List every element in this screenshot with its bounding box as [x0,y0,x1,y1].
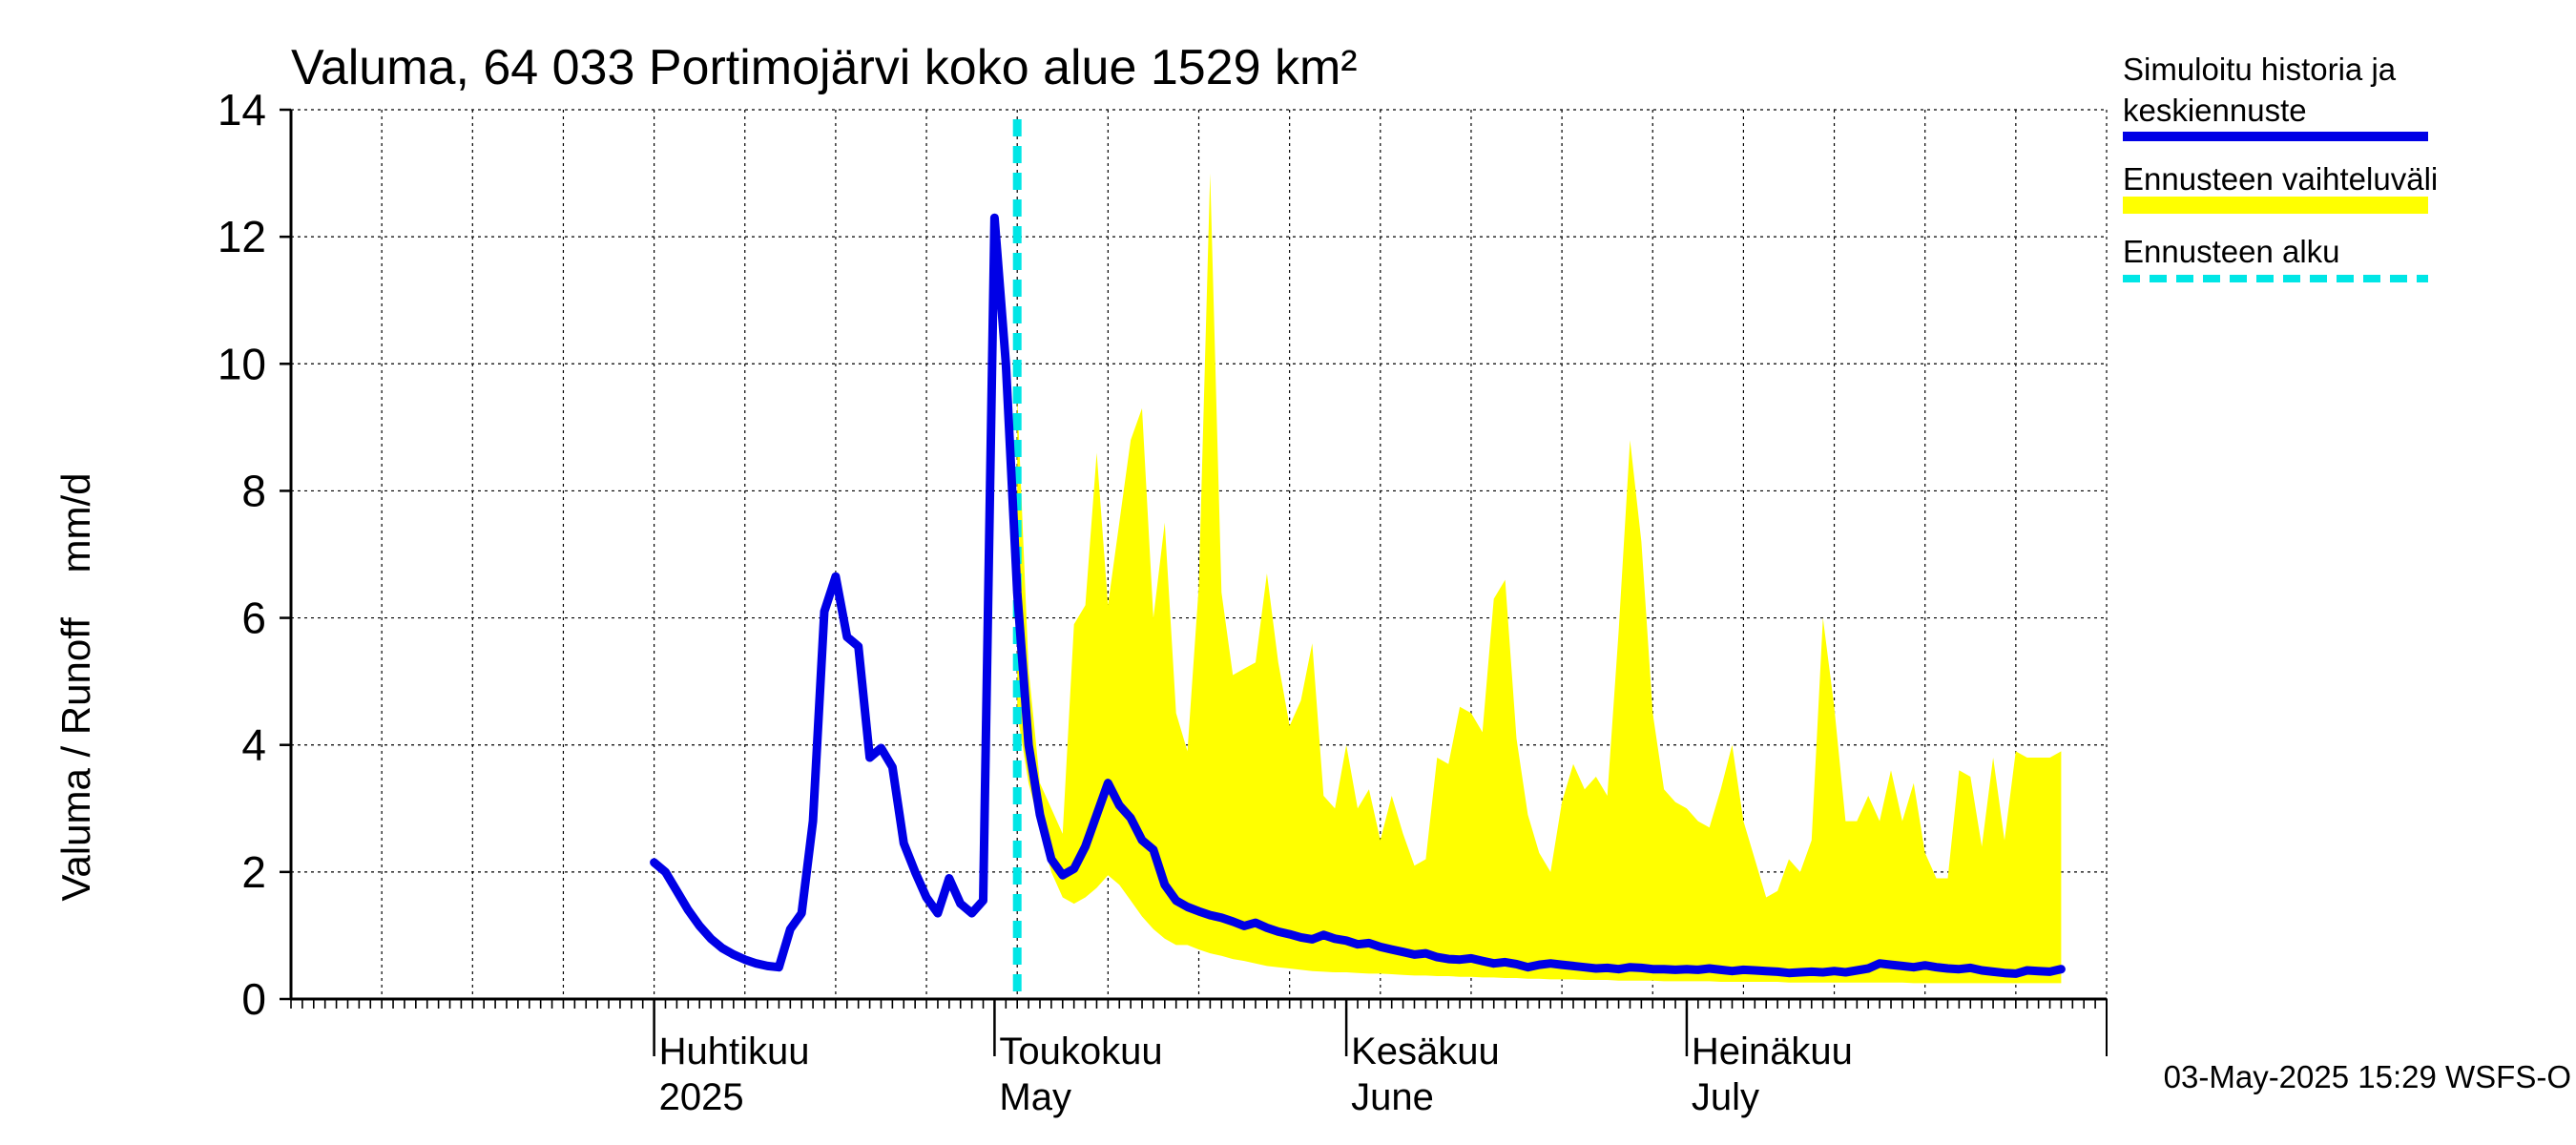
month-label-fi: Toukokuu [999,1030,1162,1072]
x-ticks [290,999,2108,1056]
y-tick-label: 12 [218,212,266,261]
history-mean-series [650,213,2066,978]
legend-start-label: Ennusteen alku [2123,234,2340,269]
legend: Simuloitu historia ja keskiennuste Ennus… [2123,52,2438,282]
y-axis-label: Valuma / Runoff mm/d [53,473,98,902]
y-tick-label: 8 [241,466,266,515]
legend-history-label-1: Simuloitu historia ja [2123,52,2397,87]
legend-range-label: Ennusteen vaihteluväli [2123,161,2438,197]
y-tick-label: 14 [218,85,266,135]
chart-title: Valuma, 64 033 Portimojärvi koko alue 15… [291,40,1358,95]
y-ticks: 0 2 4 6 8 10 12 14 [218,85,291,1024]
y-tick-label: 0 [241,974,266,1024]
month-label-fi: Kesäkuu [1351,1030,1500,1072]
y-tick-label: 4 [241,720,266,770]
y-tick-label: 2 [241,847,266,897]
forecast-range-area [1017,173,2062,984]
forecast-range-band [1017,173,2062,984]
footer-timestamp: 03-May-2025 15:29 WSFS-O [2164,1059,2571,1094]
month-label-fi: Huhtikuu [659,1030,810,1072]
y-tick-label: 10 [218,339,266,388]
month-label-en: May [999,1076,1071,1118]
legend-history-label-2: keskiennuste [2123,93,2307,128]
month-label-fi: Heinäkuu [1692,1030,1853,1072]
y-tick-label: 6 [241,593,266,643]
month-label-en: 2025 [659,1076,744,1118]
month-label-en: July [1692,1076,1759,1118]
grid [291,109,2108,999]
history-line [650,213,2066,978]
month-label-en: June [1351,1076,1434,1118]
